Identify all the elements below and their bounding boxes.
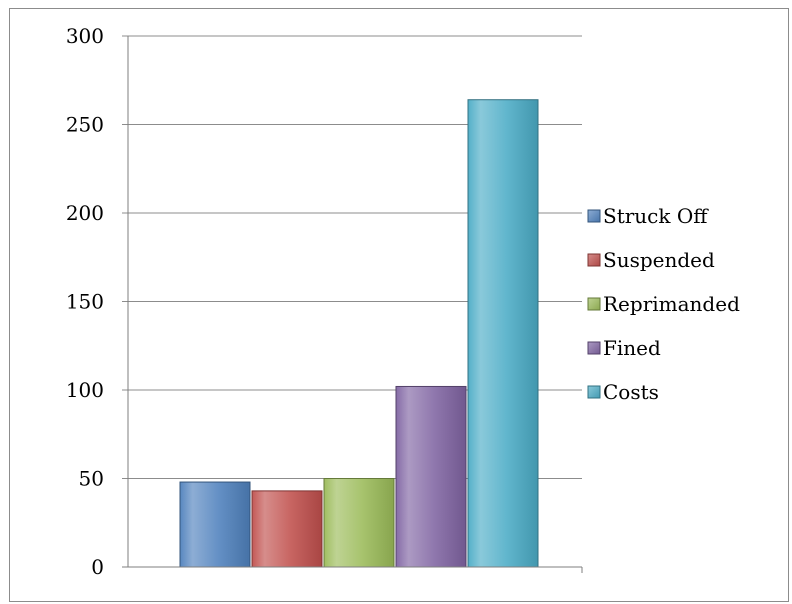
y-tick-label-100: 100 [66,378,104,402]
legend-swatch-reprimanded [587,297,601,311]
y-tick-label-50: 50 [79,467,104,491]
y-tick-label-200: 200 [66,201,104,225]
legend-swatch-struck-off [587,209,601,223]
legend-label-fined: Fined [603,336,661,360]
legend-swatch-fined [587,341,601,355]
y-tick-label-300: 300 [66,24,104,48]
y-tick-label-150: 150 [66,290,104,314]
bars [179,99,539,568]
legend-swatch-costs [587,385,601,399]
y-tick-label-250: 250 [66,113,104,137]
bar-costs [467,99,539,568]
legend-label-struck-off: Struck Off [603,204,709,228]
legend: Struck Off Suspended Reprimanded Fined Costs [587,204,740,404]
y-tick-label-0: 0 [91,555,104,579]
bar-suspended [251,490,323,568]
legend-swatch-suspended [587,253,601,267]
legend-label-costs: Costs [603,380,659,404]
legend-label-suspended: Suspended [603,248,715,272]
bar-struck-off [179,481,251,568]
bar-reprimanded [323,478,395,568]
axes [122,36,583,573]
y-axis-tick-labels: 0 50 100 150 200 250 300 [66,24,104,579]
legend-label-reprimanded: Reprimanded [603,292,740,316]
bar-fined [395,385,467,568]
